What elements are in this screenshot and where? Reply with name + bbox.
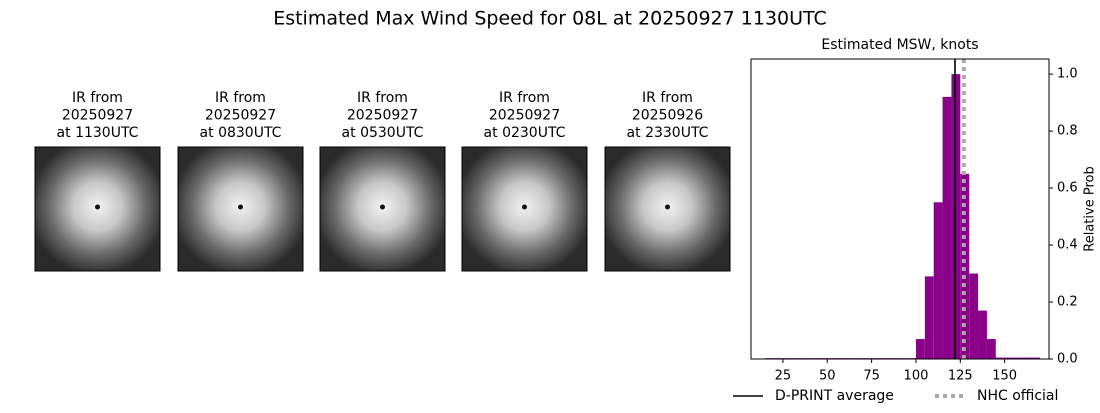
chart-title: Estimated MSW, knots	[821, 37, 978, 53]
panel-title: at 2330UTC	[627, 125, 709, 141]
panel-title: at 1130UTC	[57, 125, 139, 141]
x-tick-label: 150	[992, 369, 1017, 384]
panel-title: at 0530UTC	[342, 125, 424, 141]
legend-label: D-PRINT average	[775, 388, 894, 404]
bar	[915, 339, 925, 359]
bar	[924, 276, 934, 359]
panel-title: 20250927	[205, 108, 276, 124]
bar	[995, 357, 1005, 359]
bar	[978, 310, 987, 359]
bar	[960, 173, 970, 359]
storm-eye	[95, 204, 100, 210]
bar	[1004, 357, 1014, 359]
bar	[986, 339, 996, 359]
panel-title: 20250927	[489, 108, 560, 124]
y-axis-label: Relative Prob	[1083, 166, 1098, 251]
y-tick-label: 1.0	[1057, 67, 1078, 82]
figure-title: Estimated Max Wind Speed for 08L at 2025…	[273, 8, 827, 30]
bar	[1013, 357, 1023, 359]
bar	[969, 273, 979, 359]
storm-eye	[665, 204, 670, 210]
y-tick-label: 0.4	[1057, 238, 1078, 253]
x-tick-label: 50	[819, 369, 836, 384]
bar	[1022, 357, 1032, 359]
panel-title: 20250926	[632, 108, 703, 124]
y-tick-label: 0.8	[1057, 124, 1078, 139]
panel-title: at 0230UTC	[484, 125, 566, 141]
y-tick-label: 0.0	[1057, 352, 1078, 367]
bar	[933, 202, 943, 359]
storm-eye	[380, 204, 385, 210]
panel-title: 20250927	[62, 108, 133, 124]
histogram-chart: Estimated MSW, knots D-PRINT average NHC o…	[733, 37, 1098, 404]
plot-frame	[750, 58, 1050, 360]
panel-title: 20250927	[347, 108, 418, 124]
x-tick-label: 25	[775, 369, 792, 384]
y-tick-label: 0.2	[1057, 295, 1078, 310]
panel-title: IR from	[215, 90, 266, 106]
y-tick-label: 0.6	[1057, 181, 1078, 196]
storm-eye	[522, 204, 527, 210]
panel-title: IR from	[357, 90, 408, 106]
bar	[942, 96, 952, 360]
panel-title: IR from	[499, 90, 550, 106]
legend-label: NHC official	[977, 388, 1058, 404]
x-tick-label: 100	[904, 369, 929, 384]
storm-eye	[238, 204, 243, 210]
panel-title: IR from	[642, 90, 693, 106]
x-tick-label: 125	[948, 369, 973, 384]
bar	[951, 74, 961, 359]
panel-title: IR from	[72, 90, 123, 106]
bar	[1031, 357, 1041, 359]
x-tick-label: 75	[863, 369, 880, 384]
panel-title: at 0830UTC	[200, 125, 282, 141]
